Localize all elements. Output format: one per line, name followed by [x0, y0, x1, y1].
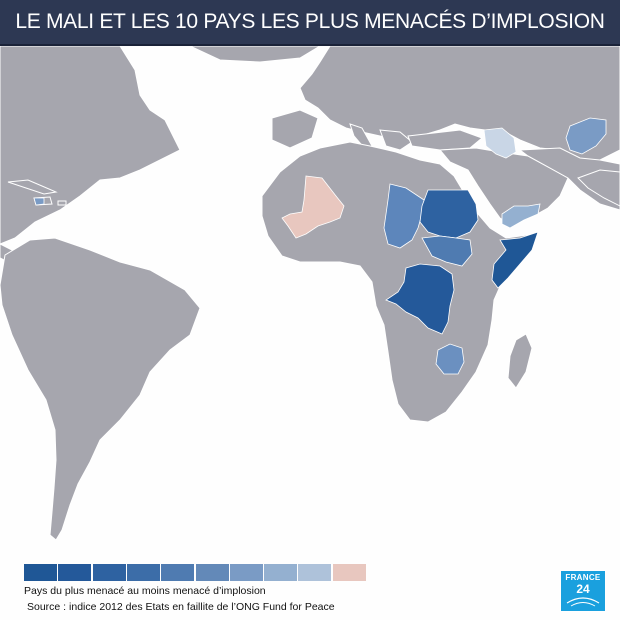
iberia — [271, 109, 319, 149]
balkans — [379, 129, 413, 151]
legend-swatch — [332, 564, 366, 581]
legend-swatch — [298, 564, 332, 581]
legend-swatch — [264, 564, 298, 581]
country-iraq — [483, 127, 517, 159]
legend-swatch — [161, 564, 195, 581]
arabian-sea-coast — [577, 169, 620, 207]
logo-brand: FRANCE — [565, 573, 601, 582]
country-yemen — [501, 203, 541, 229]
logo-waves-icon — [566, 597, 600, 607]
iran — [518, 147, 620, 211]
title-bar: LE MALI ET LES 10 PAYS LES PLUS MENACÉS … — [0, 0, 620, 46]
country-sudan — [419, 189, 479, 239]
north-america — [0, 46, 181, 245]
legend-label: Pays du plus menacé au moins menacé d’im… — [24, 585, 266, 597]
legend-swatch — [24, 564, 57, 581]
country-zimbabwe — [435, 343, 465, 375]
south-america — [0, 237, 201, 541]
page-title: LE MALI ET LES 10 PAYS LES PLUS MENACÉS … — [15, 10, 605, 33]
source-note: Source : indice 2012 des Etats en failli… — [27, 601, 335, 613]
madagascar — [507, 333, 533, 389]
country-chad — [383, 183, 425, 249]
country-dr-congo — [385, 263, 455, 335]
country-haiti — [33, 197, 45, 206]
puerto-rico — [57, 200, 67, 206]
logo-number: 24 — [576, 582, 590, 596]
arctic-islands — [189, 46, 321, 63]
country-afghanistan — [565, 117, 607, 155]
country-mali — [281, 175, 345, 239]
legend-swatch — [229, 564, 263, 581]
country-somalia — [491, 231, 539, 289]
france24-logo: FRANCE 24 — [560, 570, 606, 612]
legend-swatch — [58, 564, 92, 581]
legend-color-scale — [24, 564, 374, 582]
legend-swatch — [126, 564, 160, 581]
country-south-sudan — [421, 235, 473, 267]
legend-swatch — [92, 564, 126, 581]
cuba — [7, 179, 58, 195]
legend-swatch — [195, 564, 229, 581]
world-map — [0, 46, 620, 620]
